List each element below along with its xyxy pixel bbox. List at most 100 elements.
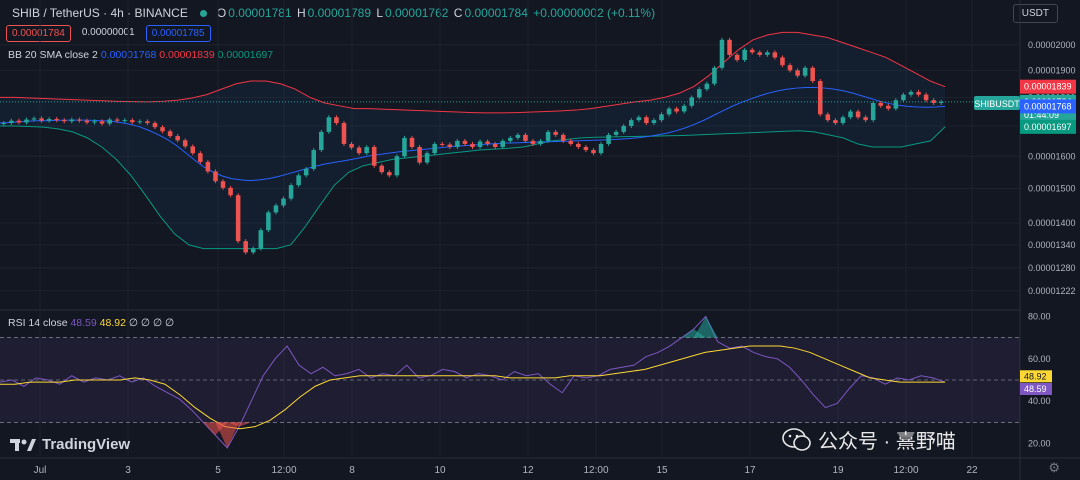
countdown-label: 01:44:09: [1024, 110, 1059, 120]
candle-body: [220, 181, 226, 188]
price-label-bg: [1020, 119, 1076, 134]
spread-value: 0.00000001: [81, 27, 135, 38]
candle-body: [659, 114, 664, 121]
candle-body: [538, 140, 543, 144]
candle-body: [334, 117, 339, 124]
candle-body: [477, 141, 483, 147]
candle-body: [681, 105, 687, 112]
candle-body: [621, 125, 626, 132]
rsi-value: 48.59: [70, 317, 97, 329]
candle-body: [908, 91, 914, 95]
rsi-tick-label: 20.00: [1028, 439, 1051, 449]
candle-body: [266, 212, 271, 231]
rsi-ma-line: [0, 345, 945, 430]
candle-body: [31, 118, 37, 120]
candle-body: [727, 39, 732, 55]
watermark: 公众号 · 熹野喵: [782, 425, 956, 454]
tradingview-logo[interactable]: TradingView: [10, 436, 130, 453]
rsi-tick-label: 60.00: [1028, 354, 1051, 364]
price-axis[interactable]: 0.000020000.000019000.000018000.00001700…: [1028, 40, 1076, 296]
candle-body: [288, 185, 294, 199]
candle-body: [92, 121, 97, 123]
candle-body: [576, 143, 581, 147]
candle-body: [9, 120, 14, 124]
candle-body: [145, 121, 150, 124]
candle-body: [24, 119, 29, 123]
candle-body: [848, 111, 853, 118]
time-tick-label: 12:00: [583, 465, 608, 476]
candle-body: [485, 141, 490, 144]
price-label: 0.00001697: [1024, 122, 1072, 132]
candle-body: [417, 146, 422, 163]
time-axis[interactable]: Jul 3 5 12:00 8 10 12 12:00 15 17 19 12:00 22: [34, 465, 978, 476]
price-label-bg: [1020, 99, 1076, 114]
currency-button[interactable]: USDT: [1012, 4, 1058, 23]
candle-body: [235, 195, 241, 242]
candle-body: [697, 89, 702, 98]
candle-body: [402, 137, 407, 157]
rsi-oversold-fill: [215, 422, 240, 448]
candle-body: [167, 131, 173, 137]
candle-body: [198, 153, 203, 162]
candle-body: [303, 168, 309, 176]
candle-body: [250, 248, 256, 253]
change-value: +0.00000002 (+0.11%): [533, 6, 656, 20]
candle-body: [99, 121, 105, 124]
candle-body: [833, 120, 838, 124]
price-tick-label: 0.00001340: [1028, 240, 1076, 250]
bb-fill: [0, 32, 945, 249]
rsi-legend[interactable]: RSI 14 close 48.59 48.92 ∅ ∅ ∅ ∅: [8, 317, 174, 329]
candle-body: [568, 140, 574, 144]
candle-body: [77, 119, 82, 121]
candle-body: [273, 205, 279, 213]
symbol-tag: SHIBUSDT: [974, 99, 1020, 109]
grid-lines: [0, 0, 1020, 458]
settings-icon[interactable]: ⚙: [1048, 460, 1060, 475]
candle-body: [545, 131, 551, 141]
candle-body: [447, 144, 453, 147]
buy-button[interactable]: 0.00001785: [145, 25, 211, 42]
candle-body: [712, 67, 717, 84]
symbol-tag-bg: [974, 96, 1020, 110]
symbol-title[interactable]: SHIB / TetherUS · 4h · BINANCE: [12, 6, 188, 20]
candle-body: [16, 120, 22, 123]
sell-button[interactable]: 0.00001784: [6, 25, 71, 42]
candle-body: [281, 198, 286, 206]
rsi-axis[interactable]: 80.00 60.00 40.00 20.00 48.92 48.59: [1020, 311, 1052, 449]
rsi-name: RSI 14 close: [8, 317, 68, 329]
candle-body: [840, 117, 846, 124]
bb-legend[interactable]: BB 20 SMA close 2 0.00001768 0.00001839 …: [8, 49, 273, 61]
candle-body: [175, 136, 180, 141]
brand-name: TradingView: [42, 436, 131, 453]
candle-body: [190, 146, 196, 154]
high-label: H: [296, 6, 306, 20]
time-tick-label: 12: [522, 465, 534, 476]
candle-body: [855, 111, 861, 118]
candle-body: [916, 91, 921, 95]
time-tick-label: 15: [656, 465, 668, 476]
low-label: L: [376, 6, 384, 20]
time-tick-label: 19: [832, 465, 844, 476]
candle-body: [787, 65, 793, 71]
candle-body: [772, 52, 778, 58]
time-tick-label: 17: [744, 465, 756, 476]
candle-body: [462, 140, 468, 144]
candle-body: [757, 52, 763, 55]
candle-body: [938, 101, 944, 103]
candle-body: [591, 150, 596, 154]
candle-body: [923, 94, 929, 101]
candle-body: [341, 123, 347, 144]
bb-upper-value: 0.00001839: [159, 49, 215, 61]
price-label: 0.00001839: [1024, 82, 1072, 92]
price-tick-label: 0.00001280: [1028, 263, 1076, 273]
time-tick-label: 12:00: [893, 465, 918, 476]
time-tick-label: 5: [215, 465, 221, 476]
candle-body: [893, 100, 899, 109]
rsi-oversold-fill: [227, 422, 252, 427]
time-tick-label: 3: [125, 465, 131, 476]
price-tick-label: 0.00001900: [1028, 65, 1076, 75]
price-labels: 0.000018390.0000178401:44:090.000017680.…: [1020, 79, 1076, 134]
candle-body: [364, 146, 369, 154]
bb-basis-value: 0.00001768: [100, 49, 157, 61]
